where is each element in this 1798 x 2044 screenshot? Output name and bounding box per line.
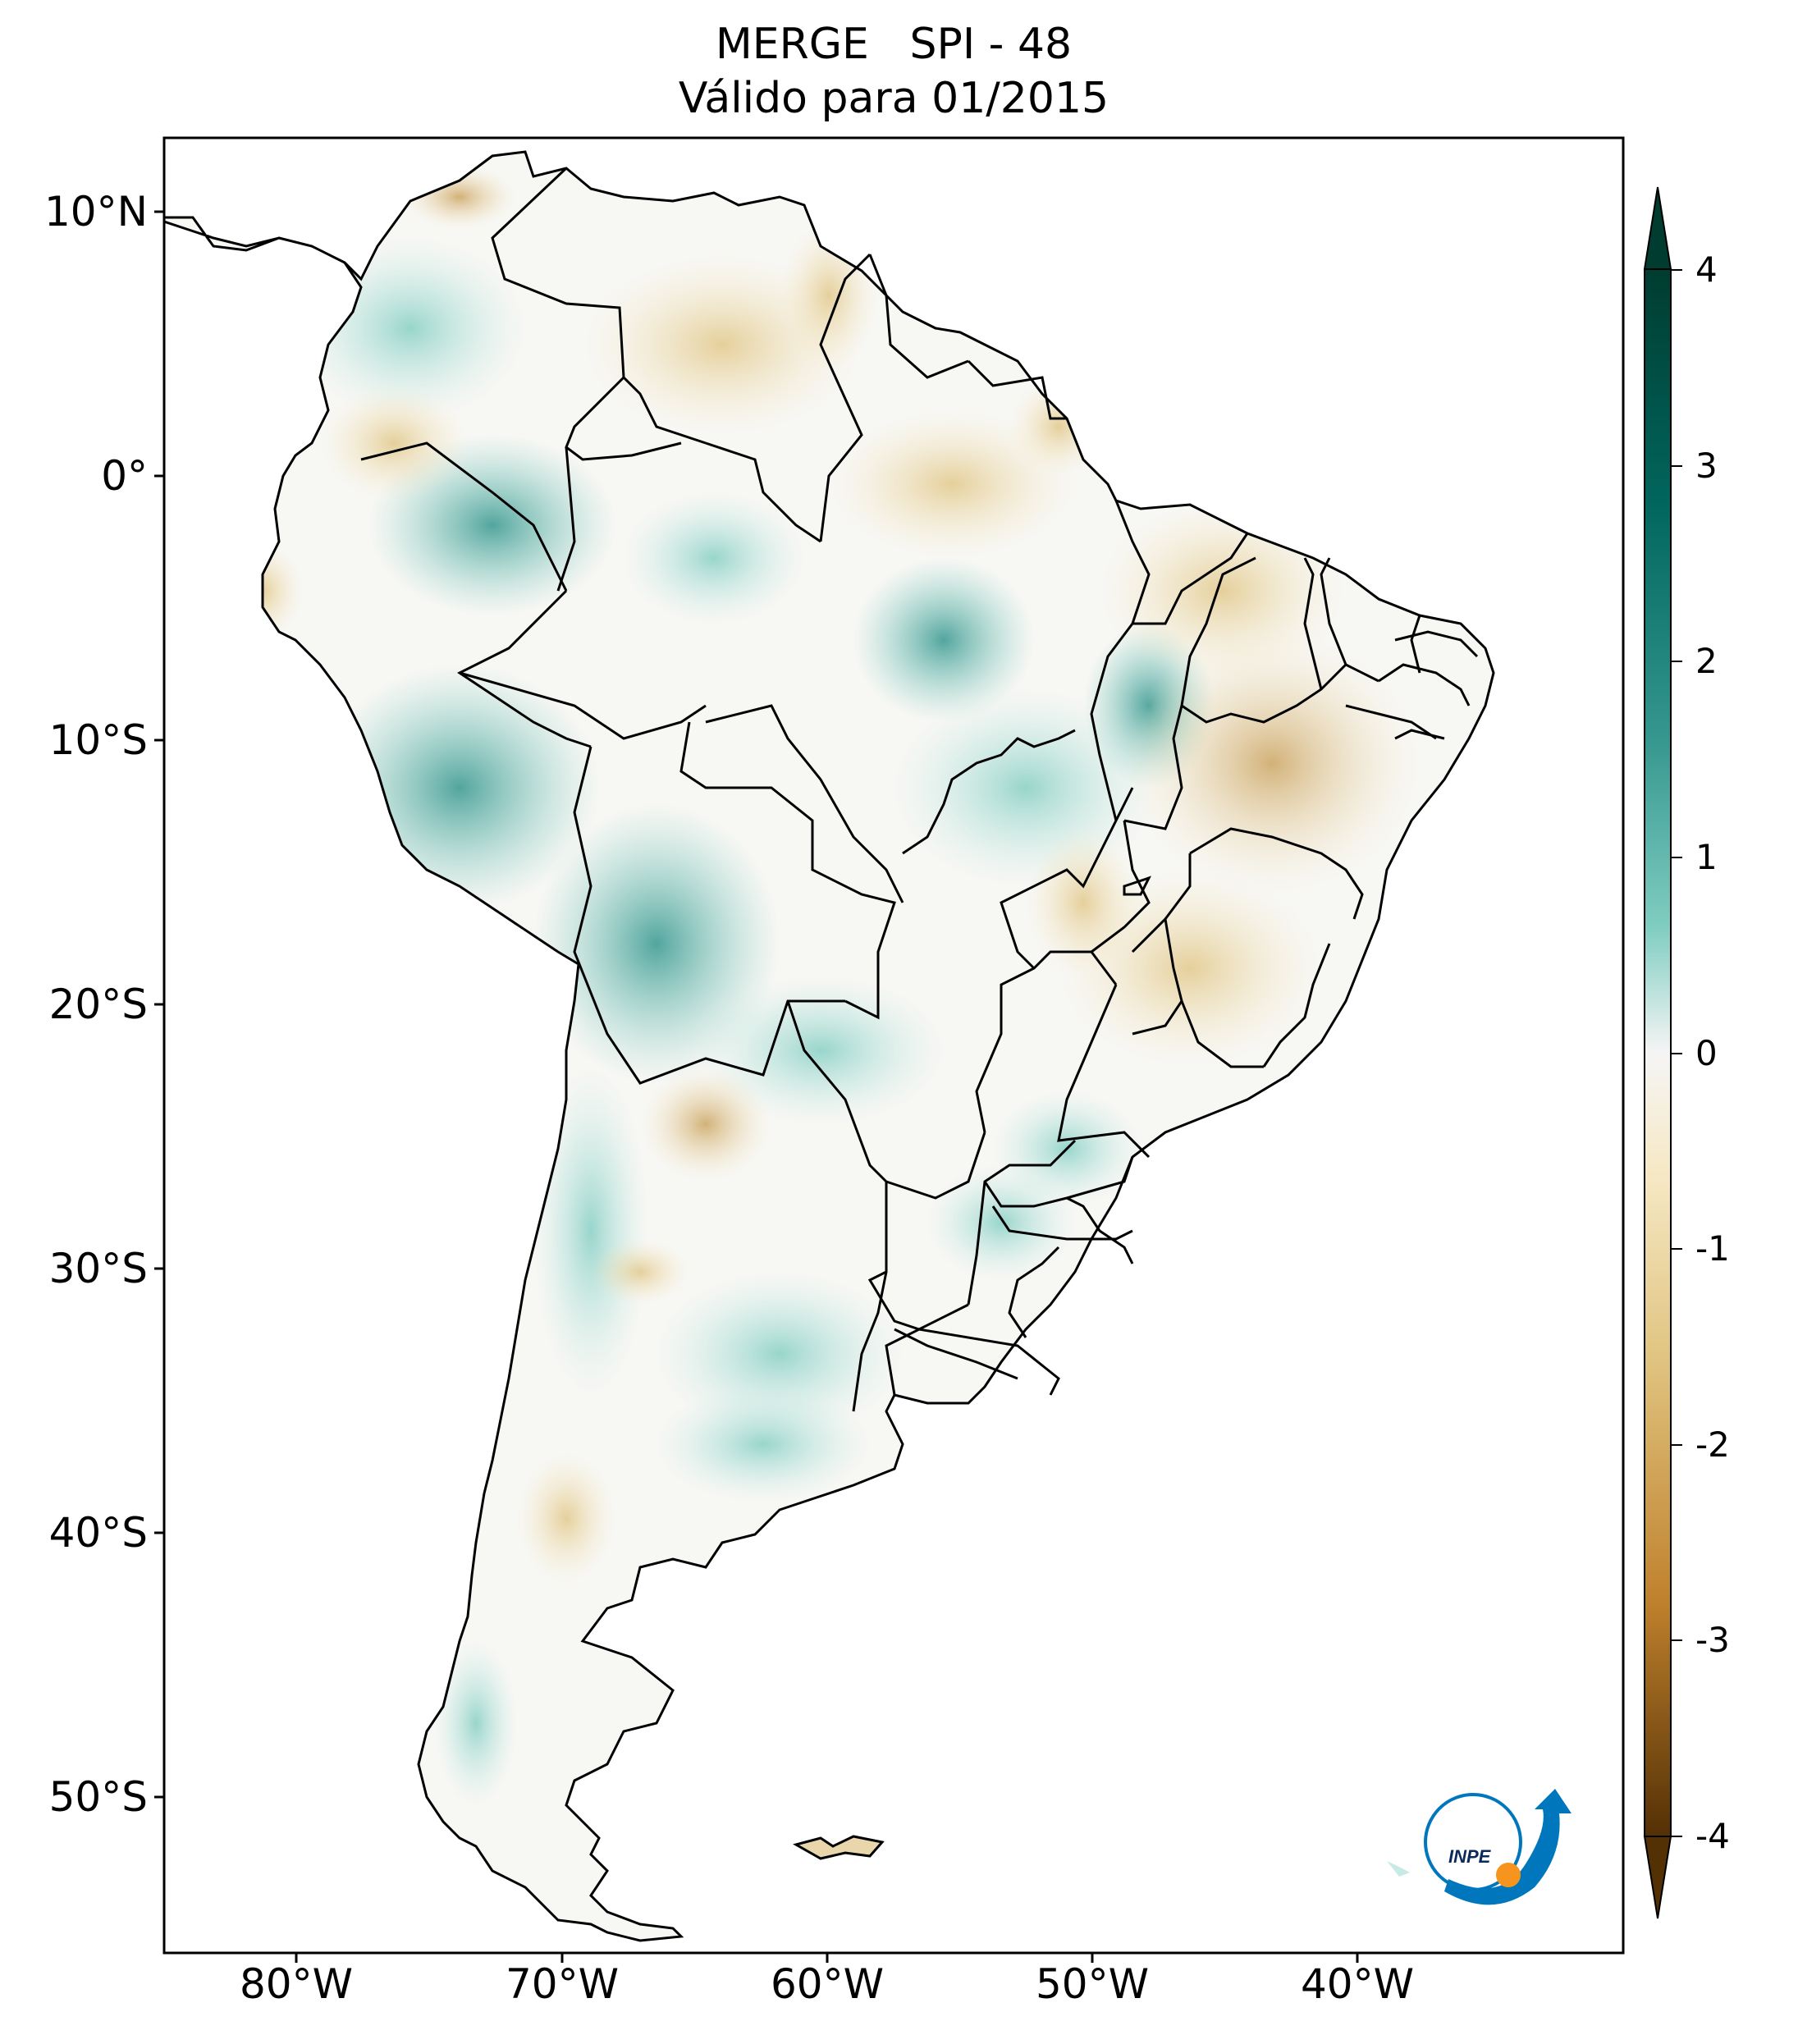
colorbar-extend-max [1643,186,1672,270]
axis-ticks [154,210,1359,1963]
colorbar-tick-label: 1 [1695,837,1718,877]
lat-tick-label: 40°S [48,1509,148,1557]
lon-tick-label: 50°W [1035,1960,1150,2008]
lat-tick-label: 0° [101,452,148,500]
south-georgia [1387,1861,1410,1877]
lat-tick-label: 20°S [48,981,148,1028]
logo-text: INPE [1448,1846,1492,1867]
colorbar-tick-label: 0 [1695,1033,1718,1073]
colorbar [1643,186,1682,1919]
colorbar-bar [1644,268,1672,1837]
logo-arrow-icon [1444,1789,1572,1905]
colorbar-tick-label: -4 [1695,1816,1730,1856]
inpe-logo: INPE [1424,1789,1572,1905]
lon-tick-label: 70°W [505,1960,620,2008]
colorbar-tick-label: 3 [1695,446,1718,486]
lat-tick-label: 10°N [43,188,148,235]
colorbar-tick-label: 4 [1695,249,1718,290]
logo-sun-icon [1496,1863,1521,1887]
colorbar-tick-label: -3 [1695,1620,1730,1660]
lon-tick-label: 80°W [239,1960,354,2008]
colorbar-extend-min [1643,1836,1672,1919]
lon-tick-label: 60°W [770,1960,885,2008]
lat-tick-label: 50°S [48,1773,148,1821]
political-boundaries [360,167,1479,1412]
colorbar-tick-label: 2 [1695,641,1718,681]
lat-tick-label: 30°S [48,1245,148,1292]
lon-tick-label: 40°W [1300,1960,1415,2008]
map-title: MERGE SPI - 48 [715,20,1073,69]
colorbar-tick-label: -1 [1695,1228,1730,1269]
falkland-islands [793,1835,885,1860]
lat-tick-label: 10°S [48,716,148,764]
colorbar-tick-label: -2 [1695,1424,1730,1465]
map-subtitle: Válido para 01/2015 [678,74,1109,123]
